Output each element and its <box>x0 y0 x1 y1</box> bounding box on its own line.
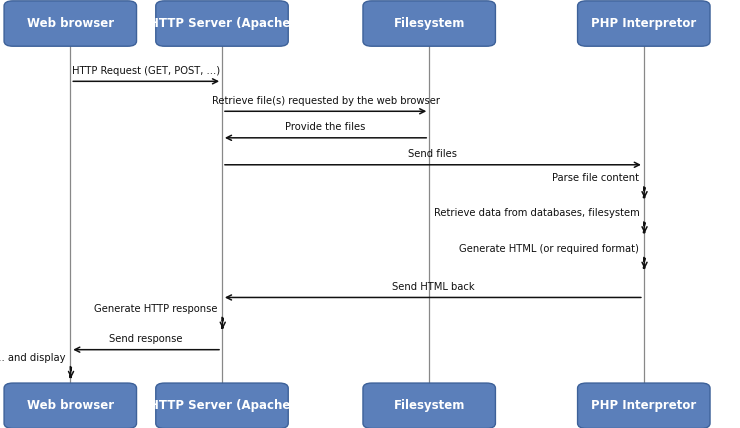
Text: Filesystem: Filesystem <box>394 17 465 30</box>
Text: HTTP Server (Apache): HTTP Server (Apache) <box>149 399 295 412</box>
Text: Generate HTML (or required format): Generate HTML (or required format) <box>460 244 639 254</box>
Text: Generate HTTP response: Generate HTTP response <box>94 304 218 314</box>
FancyBboxPatch shape <box>577 1 710 46</box>
Text: Retrieve file(s) requested by the web browser: Retrieve file(s) requested by the web br… <box>212 96 440 106</box>
Text: Provide the files: Provide the files <box>286 122 366 132</box>
Text: Web browser: Web browser <box>27 399 114 412</box>
FancyBboxPatch shape <box>363 383 496 428</box>
Text: Send HTML back: Send HTML back <box>391 282 474 292</box>
FancyBboxPatch shape <box>4 383 137 428</box>
Text: HTTP Request (GET, POST, ...): HTTP Request (GET, POST, ...) <box>72 66 221 76</box>
Text: PHP Interpretor: PHP Interpretor <box>591 399 696 412</box>
FancyBboxPatch shape <box>155 383 288 428</box>
Text: Web browser: Web browser <box>27 17 114 30</box>
Text: ... and display: ... and display <box>0 353 66 363</box>
Text: HTTP Server (Apache): HTTP Server (Apache) <box>149 17 295 30</box>
FancyBboxPatch shape <box>155 1 288 46</box>
Text: Send response: Send response <box>110 334 183 344</box>
Text: Send files: Send files <box>408 149 457 159</box>
Text: PHP Interpretor: PHP Interpretor <box>591 17 696 30</box>
FancyBboxPatch shape <box>4 1 137 46</box>
Text: Retrieve data from databases, filesystem: Retrieve data from databases, filesystem <box>434 208 639 218</box>
Text: Filesystem: Filesystem <box>394 399 465 412</box>
FancyBboxPatch shape <box>363 1 496 46</box>
FancyBboxPatch shape <box>577 383 710 428</box>
Text: Parse file content: Parse file content <box>552 173 639 183</box>
